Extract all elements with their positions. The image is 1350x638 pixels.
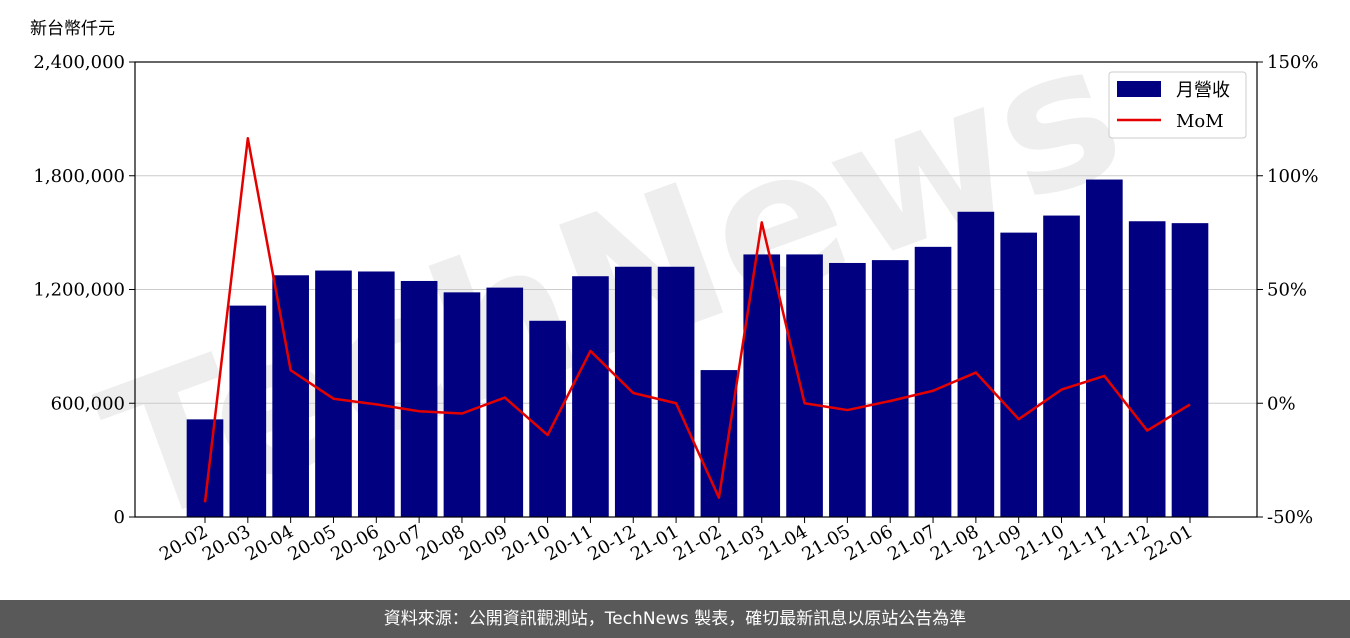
left-tick-label: 0 <box>114 507 125 528</box>
bar-21-06 <box>871 260 909 517</box>
x-tick-label: 21-05 <box>798 521 853 565</box>
bar-21-03 <box>743 254 781 518</box>
x-tick-label: 21-07 <box>884 521 939 565</box>
bar-20-05 <box>315 270 352 517</box>
x-tick-label: 20-12 <box>584 521 639 565</box>
legend-bar-swatch <box>1117 81 1161 97</box>
bar-20-08 <box>443 292 481 517</box>
x-tick-label: 20-05 <box>285 521 340 565</box>
right-tick-label: 50% <box>1267 280 1307 301</box>
left-tick-label: 600,000 <box>51 393 125 414</box>
x-tick-label: 22-01 <box>1141 521 1196 565</box>
bar-21-12 <box>1128 221 1166 517</box>
bar-22-01 <box>1171 223 1209 518</box>
x-tick-label: 21-02 <box>670 521 725 565</box>
x-tick-label: 21-12 <box>1098 521 1153 565</box>
bar-20-02 <box>186 419 224 517</box>
x-tick-label: 21-06 <box>841 521 896 565</box>
x-tick-label: 21-09 <box>970 521 1025 565</box>
bar-20-10 <box>529 320 566 517</box>
x-tick-label: 21-03 <box>713 521 768 565</box>
x-tick-label: 21-08 <box>927 521 982 565</box>
bar-21-10 <box>1043 215 1080 517</box>
x-tick-label: 21-04 <box>756 521 811 565</box>
x-tick-label: 20-10 <box>499 521 554 565</box>
legend-bar-label: 月營收 <box>1176 80 1230 101</box>
x-tick-label: 21-01 <box>627 521 682 565</box>
bar-20-06 <box>357 271 395 517</box>
revenue-chart: TechNews 0600,0001,200,0001,800,0002,400… <box>33 0 1318 568</box>
x-tick-label: 20-07 <box>370 521 425 565</box>
x-tick-label: 20-08 <box>413 521 468 565</box>
left-tick-label: 2,400,000 <box>33 52 125 73</box>
source-footer: 資料來源：公開資訊觀測站，TechNews 製表，確切最新訊息以原站公告為準 <box>0 600 1350 638</box>
bar-21-08 <box>957 211 995 518</box>
mom-line-series <box>203 136 1191 503</box>
bar-21-04 <box>786 254 823 518</box>
right-tick-label: -50% <box>1267 507 1313 528</box>
bar-20-03 <box>229 305 267 517</box>
left-tick-label: 1,800,000 <box>33 166 125 187</box>
x-tick-label: 21-11 <box>1055 521 1110 565</box>
bar-series <box>186 179 1209 518</box>
bar-21-11 <box>1086 179 1123 517</box>
bar-21-07 <box>914 246 952 517</box>
x-tick-label: 21-10 <box>1013 521 1068 565</box>
bar-20-11 <box>572 276 609 517</box>
left-axis-unit-label: 新台幣仟元 <box>30 19 115 39</box>
bar-20-04 <box>272 275 309 517</box>
mom-line <box>203 136 1191 503</box>
legend-line-label: MoM <box>1176 111 1224 132</box>
right-tick-label: 100% <box>1267 166 1318 187</box>
x-tick-label: 20-06 <box>327 521 382 565</box>
legend: 月營收 MoM <box>1108 71 1247 139</box>
bar-21-01 <box>657 266 695 517</box>
x-tick-label: 20-09 <box>456 521 511 565</box>
bar-21-05 <box>829 262 866 517</box>
left-tick-label: 1,200,000 <box>33 280 125 301</box>
x-tick-label: 20-11 <box>541 521 596 565</box>
bar-21-09 <box>1000 232 1038 517</box>
bar-20-07 <box>400 280 438 517</box>
right-tick-label: 0% <box>1267 393 1296 414</box>
right-tick-label: 150% <box>1267 52 1318 73</box>
